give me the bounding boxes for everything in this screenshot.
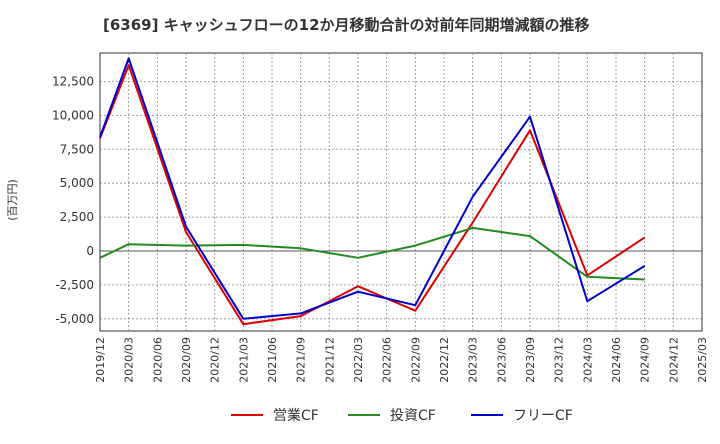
legend-label-3: フリーCF [513,408,573,424]
chart-title: [6369] キャッシュフローの12か月移動合計の対前年同期増減額の推移 [103,16,590,34]
y-tick-label: -2,500 [55,278,94,292]
x-tick-label: 2023/06 [495,337,508,383]
x-tick-label: 2023/12 [553,337,566,383]
y-axis-label: (百万円) [6,179,19,221]
x-tick-label: 2022/06 [381,337,394,383]
x-tick-label: 2024/12 [667,337,680,383]
y-tick-label: 5,000 [60,176,94,190]
x-tick-label: 2021/06 [266,337,279,383]
y-tick-label: 7,500 [60,142,94,156]
x-tick-label: 2025/03 [696,337,709,383]
x-tick-label: 2021/09 [295,337,308,383]
y-tick-label: 0 [86,244,94,258]
legend-label-2: 投資CF [390,408,436,424]
x-tick-label: 2024/09 [639,337,652,383]
x-tick-label: 2020/12 [209,337,222,383]
series-line-2 [99,226,645,281]
x-tick-label: 2024/03 [581,337,594,383]
x-tick-label: 2020/06 [151,337,164,383]
x-tick-label: 2023/03 [467,337,480,383]
y-tick-label: 2,500 [60,210,94,224]
x-tick-label: 2021/12 [323,337,336,383]
y-tick-label: -5,000 [55,312,94,326]
x-tick-label: 2020/09 [180,337,193,383]
x-tick-label: 2023/09 [524,337,537,383]
x-tick-label: 2022/03 [352,337,365,383]
x-tick-label: 2019/12 [94,337,107,383]
y-tick-label: 12,500 [52,74,94,88]
y-tick-label: 10,000 [52,108,94,122]
x-tick-label: 2024/06 [610,337,623,383]
x-tick-label: 2021/03 [237,337,250,383]
x-tick-label: 2022/12 [438,337,451,383]
x-tick-label: 2022/09 [409,337,422,383]
plot-area [99,52,703,332]
x-tick-label: 2020/03 [123,337,136,383]
series-line-3 [99,57,646,320]
legend-label-1: 営業CF [273,408,319,424]
